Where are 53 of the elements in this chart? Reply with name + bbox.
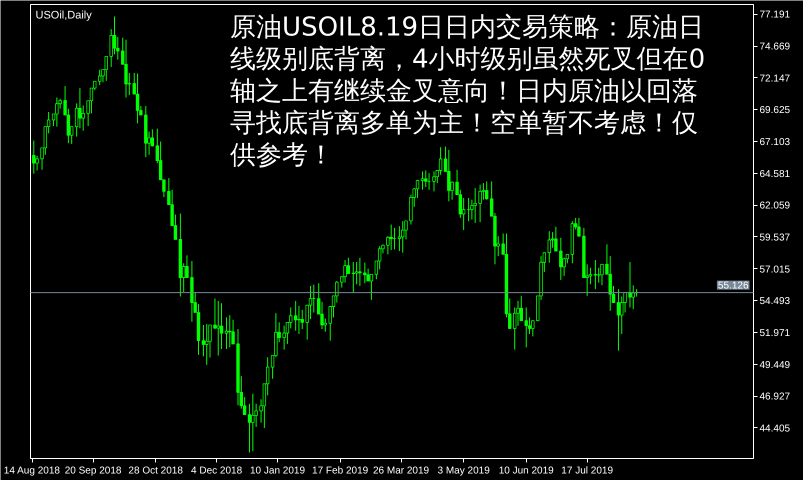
candlestick bbox=[320, 301, 324, 330]
x-tick-label: 10 Jan 2019 bbox=[250, 466, 306, 476]
y-tick-label: 74.669 bbox=[760, 42, 791, 53]
candlestick bbox=[358, 257, 362, 286]
x-tick-label: 4 Dec 2018 bbox=[191, 466, 243, 476]
candlestick bbox=[308, 285, 312, 320]
y-tick-label: 46.927 bbox=[760, 392, 791, 403]
candlestick bbox=[35, 155, 39, 171]
x-tick-label: 26 Mar 2019 bbox=[372, 466, 430, 476]
y-tick-label: 67.103 bbox=[760, 136, 791, 148]
candlestick bbox=[420, 170, 424, 190]
ref-line-label: 55.126 bbox=[718, 280, 749, 292]
candlestick bbox=[216, 300, 220, 356]
candlestick bbox=[55, 96, 59, 128]
x-tick-label: 14 Aug 2018 bbox=[4, 466, 60, 476]
candlestick bbox=[616, 288, 620, 352]
candlestick bbox=[447, 149, 451, 202]
x-tick-label: 3 May 2019 bbox=[438, 466, 490, 476]
chart-title: USOil,Daily bbox=[36, 10, 92, 22]
candlestick bbox=[297, 305, 301, 334]
x-tick-label: 17 Feb 2019 bbox=[312, 466, 369, 476]
candlestick bbox=[251, 393, 255, 452]
candlestick bbox=[620, 296, 624, 334]
candlestick bbox=[136, 73, 140, 124]
annotation: 原油USOIL8.19日日内交易策略：原油日线级别底背离，4小时级别虽然死叉但在0轴之上有继续金叉意向！日内原油以回落寻找底背离多单为主！空单暂不考虑！仅供参考！ bbox=[230, 12, 706, 170]
candlestick bbox=[343, 260, 347, 284]
x-tick-label: 20 Sep 2018 bbox=[64, 466, 122, 476]
candlestick bbox=[401, 220, 404, 254]
candlestick bbox=[632, 284, 635, 310]
y-tick-label: 64.581 bbox=[760, 168, 791, 180]
y-tick-label: 54.493 bbox=[760, 296, 791, 308]
x-tick-label: 10 Jun 2019 bbox=[498, 466, 554, 476]
candlestick bbox=[205, 324, 208, 366]
candlestick bbox=[32, 140, 36, 174]
candlestick bbox=[389, 224, 393, 251]
candlestick bbox=[596, 267, 600, 284]
y-tick-label: 77.191 bbox=[760, 10, 791, 21]
candlestick bbox=[432, 170, 436, 192]
y-tick-label: 69.625 bbox=[760, 105, 791, 116]
x-tick-label: 17 Jul 2019 bbox=[561, 466, 614, 476]
candlestick bbox=[78, 88, 82, 129]
y-tick-label: 44.405 bbox=[760, 423, 791, 434]
candlestick bbox=[424, 170, 428, 188]
candlestick bbox=[462, 197, 466, 231]
x-tick-label: 28 Oct 2018 bbox=[128, 466, 184, 476]
candlestick bbox=[608, 256, 612, 312]
y-tick-label: 51.971 bbox=[760, 328, 791, 339]
y-tick-label: 49.449 bbox=[760, 360, 791, 371]
y-tick-label: 59.537 bbox=[760, 232, 791, 244]
y-tick-label: 72.147 bbox=[760, 73, 791, 84]
y-tick-label: 57.015 bbox=[760, 264, 791, 276]
y-tick-label: 62.059 bbox=[760, 200, 791, 212]
candlestick bbox=[363, 262, 367, 284]
